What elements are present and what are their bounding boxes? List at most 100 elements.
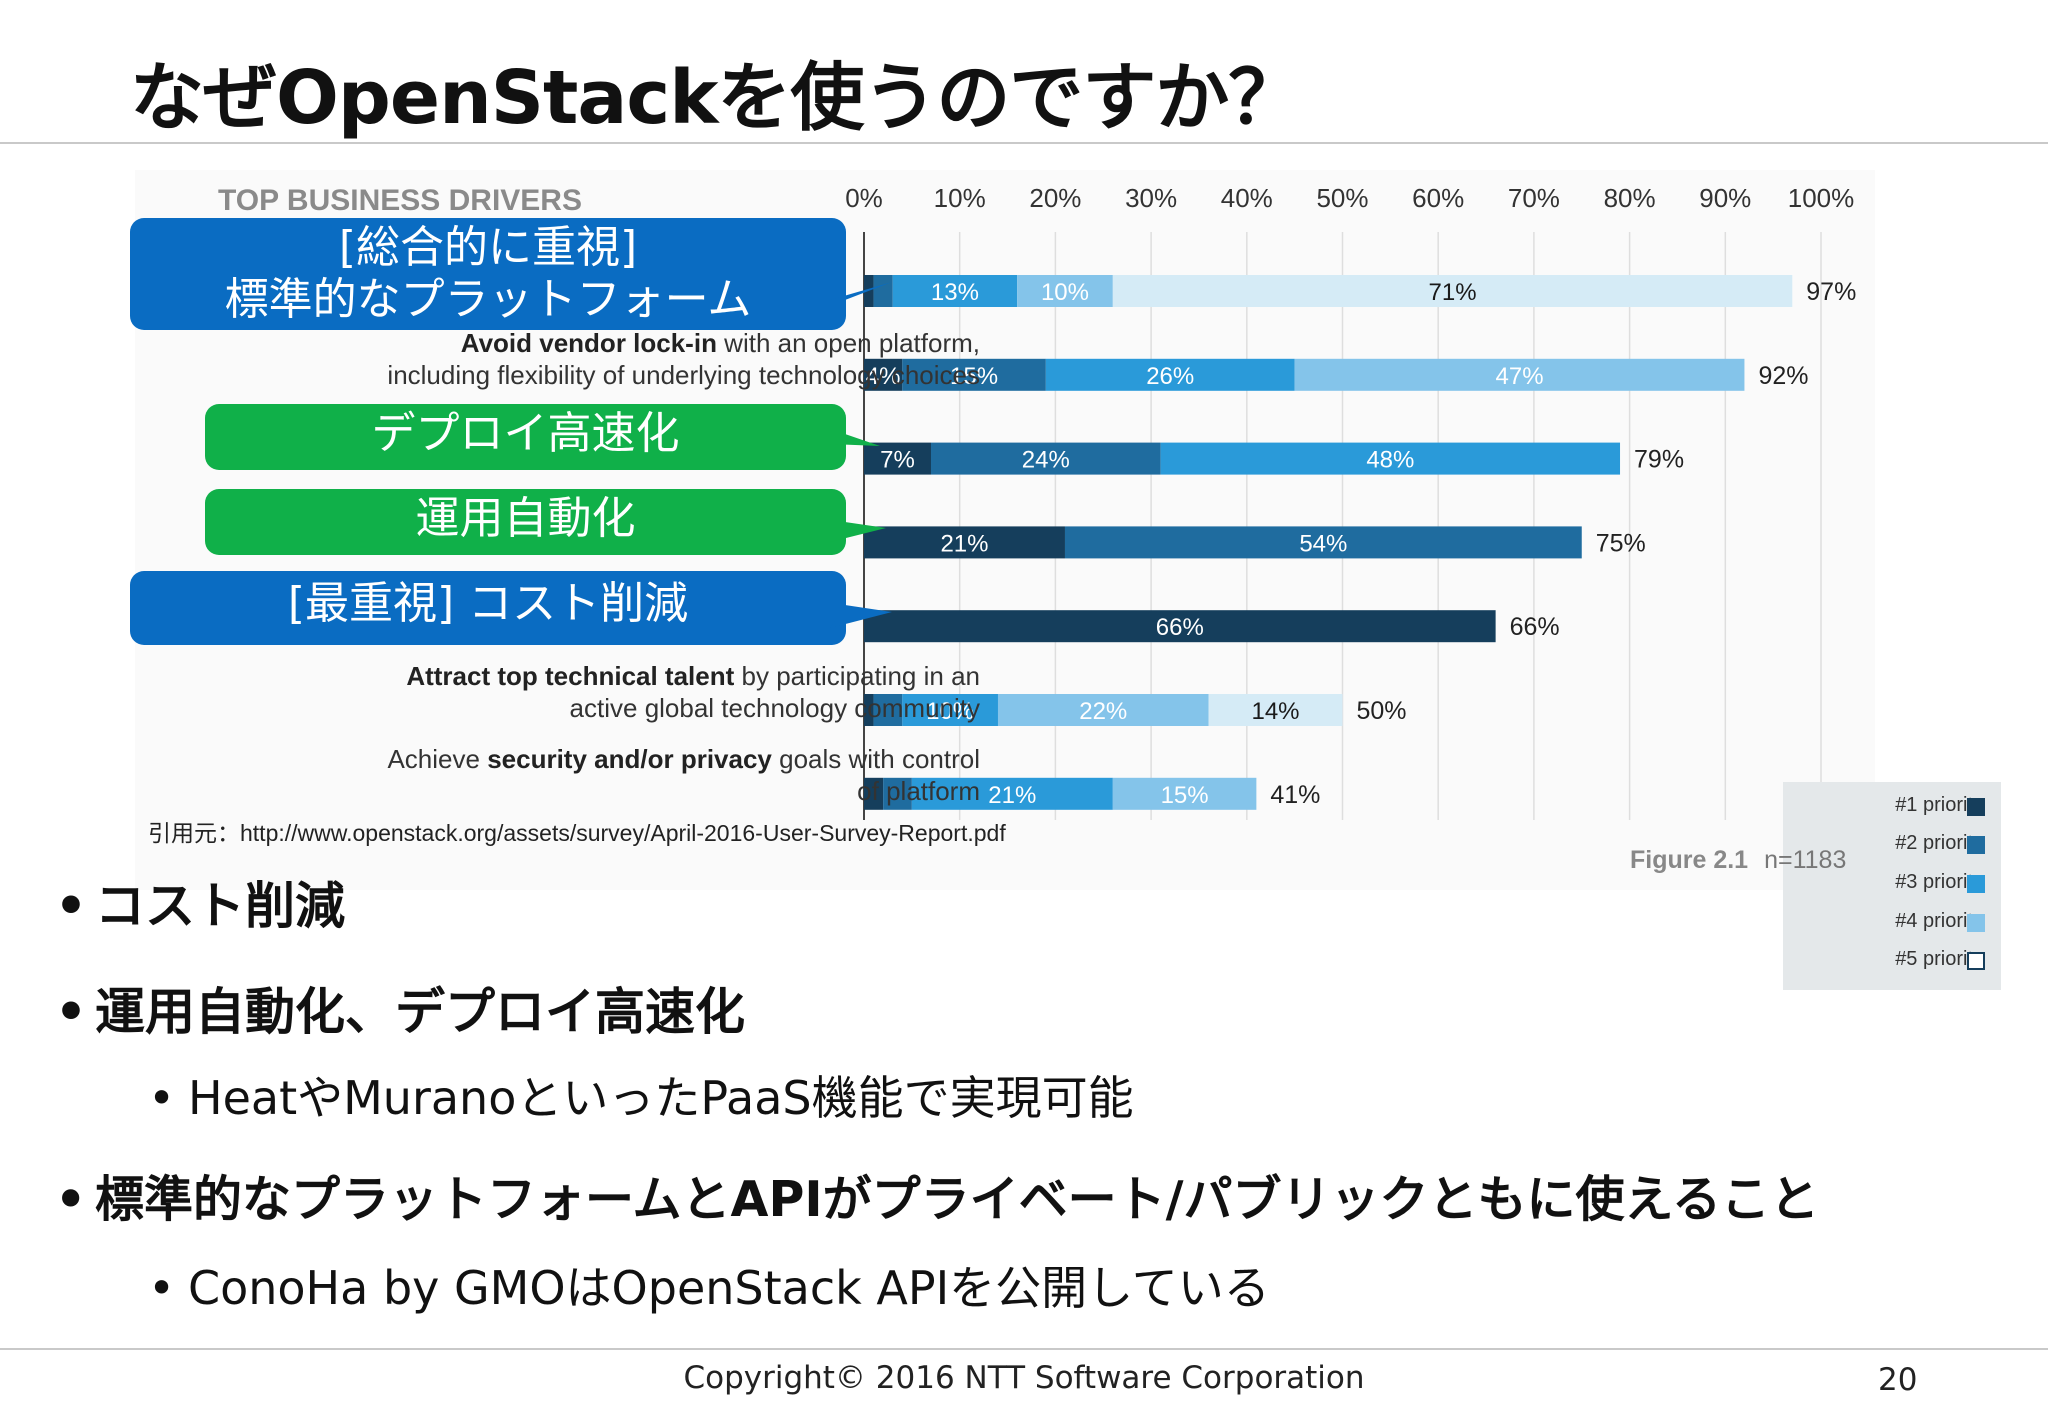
bullet-text: HeatやMuranoといったPaaS機能で実現可能 xyxy=(188,1071,1134,1125)
page-number: 20 xyxy=(1878,1362,1918,1398)
legend-item-p2: #2 priority xyxy=(1783,832,1985,855)
x-tick-label: 100% xyxy=(1788,183,1855,213)
bullet-dot: • xyxy=(148,1261,176,1315)
bullet-text: ConoHa by GMOはOpenStack APIを公開している xyxy=(188,1261,1270,1315)
bar-segment xyxy=(873,275,893,307)
driver-label-talent: Attract top technical talent by particip… xyxy=(406,660,980,724)
driver-label-text: of platform xyxy=(857,776,980,806)
driver-label-security: Achieve security and/or privacy goals wi… xyxy=(387,743,980,807)
legend-swatch xyxy=(1967,914,1985,932)
bar-data-label: 71% xyxy=(1429,279,1477,306)
bullet-dot: • xyxy=(55,877,87,935)
bar-segment xyxy=(997,694,1209,726)
footer-copyright: Copyright© 2016 NTT Software Corporation xyxy=(683,1360,1365,1396)
bar-segment xyxy=(902,694,998,726)
bar-segment xyxy=(864,694,874,726)
driver-label-text: Achieve xyxy=(387,744,488,774)
chart-legend: #1 priority #2 priority #3 priority #4 p… xyxy=(1783,782,2001,990)
bar-data-label: 10% xyxy=(1041,279,1089,306)
footer-divider xyxy=(0,1348,2048,1350)
legend-item-p4: #4 priority xyxy=(1783,910,1985,933)
x-tick-label: 80% xyxy=(1604,183,1656,213)
bar-data-label: 48% xyxy=(1366,447,1414,474)
bar-total-label: 79% xyxy=(1634,446,1684,474)
bar-segment xyxy=(1017,275,1113,307)
bullet-text: 標準的なプラットフォームとAPIがプライベート/パブリックともに使えること xyxy=(95,1171,1820,1228)
chart-area: TOP BUSINESS DRIVERS 0% 10% 20% 30% 40% 50% 60%… xyxy=(135,170,2001,990)
bar-data-label: 15% xyxy=(950,363,998,390)
bar-segment xyxy=(1045,358,1295,391)
bar-segment xyxy=(864,777,884,810)
bar-data-label: 47% xyxy=(1496,363,1544,390)
chart-title: TOP BUSINESS DRIVERS xyxy=(218,184,582,217)
callout-text: [総合的に重視] xyxy=(338,222,638,273)
legend-label: #3 priority xyxy=(1895,871,1983,893)
legend-item-p3: #3 priority xyxy=(1783,871,1985,894)
legend-label: #5 priority xyxy=(1895,948,1983,970)
driver-label-text: active global technology community xyxy=(569,693,980,723)
callout-automation: 運用自動化 xyxy=(205,489,846,555)
page-title: なぜOpenStackを使うのですか？ xyxy=(130,55,1302,141)
bar-segment xyxy=(1294,358,1745,391)
legend-label: #2 priority xyxy=(1895,832,1983,854)
callout-text: 標準的なプラットフォーム xyxy=(224,274,752,325)
callout-text: [最重視] コスト削減 xyxy=(287,578,689,629)
bar-data-label: 24% xyxy=(1022,447,1070,474)
legend-swatch xyxy=(1967,836,1985,854)
bullet-standard-api: • 標準的なプラットフォームとAPIがプライベート/パブリックともに使えること xyxy=(55,1160,1819,1231)
bar-data-label: 66% xyxy=(1156,614,1204,641)
x-tick-label: 10% xyxy=(934,183,986,213)
x-tick-label: 50% xyxy=(1316,183,1368,213)
bar-data-label: 21% xyxy=(988,782,1036,809)
x-tick-label: 90% xyxy=(1699,183,1751,213)
bullet-text: 運用自動化、デプロイ高速化 xyxy=(95,983,745,1041)
bar-total-label: 50% xyxy=(1357,697,1407,725)
x-tick-label: 60% xyxy=(1412,183,1464,213)
bar-segment xyxy=(883,777,912,810)
bar-data-label: 13% xyxy=(931,279,979,306)
callout-pointer-cost xyxy=(830,605,892,628)
legend-swatch xyxy=(1967,952,1985,970)
callout-pointer-automation xyxy=(830,522,886,542)
driver-label-bold: security and/or privacy xyxy=(487,744,772,774)
bar-segment xyxy=(930,442,1161,475)
x-tick-label: 30% xyxy=(1125,183,1177,213)
bar-segment xyxy=(864,275,874,307)
legend-label: #1 priority xyxy=(1895,794,1983,816)
bar-segment xyxy=(864,442,931,475)
bar-segment xyxy=(892,275,1018,307)
bar-segment xyxy=(1160,442,1621,475)
bar-segment xyxy=(1064,526,1582,559)
title-divider xyxy=(0,142,2048,144)
bar-segment xyxy=(864,610,1496,643)
figure-n: n=1183 xyxy=(1764,846,1847,874)
driver-label-text: by participating in an xyxy=(734,661,981,691)
callout-cost: [最重視] コスト削減 xyxy=(130,571,846,645)
bar-total-label: 92% xyxy=(1758,362,1808,390)
driver-label-bold: Attract top technical talent xyxy=(406,661,735,691)
bar-segment xyxy=(864,526,1065,559)
callout-pointer-standard xyxy=(830,282,892,300)
bar-segment xyxy=(911,777,1113,810)
bar-data-label: 22% xyxy=(1079,698,1127,725)
bar-data-label: 15% xyxy=(1161,782,1209,809)
x-tick-label: 40% xyxy=(1221,183,1273,213)
bar-data-label: 26% xyxy=(1146,363,1194,390)
source-citation: 引用元：http://www.openstack.org/assets/surv… xyxy=(148,820,1006,846)
legend-swatch xyxy=(1967,798,1985,816)
callout-deploy-speed: デプロイ高速化 xyxy=(205,404,846,470)
driver-label-text: goals with control xyxy=(771,744,980,774)
callout-standard-platform: [総合的に重視] 標準的なプラットフォーム xyxy=(130,218,846,330)
callout-text: 運用自動化 xyxy=(415,493,636,544)
bullet-dot: • xyxy=(55,983,87,1041)
bullet-cost: • コスト削減 xyxy=(55,866,345,938)
bar-segment xyxy=(1208,694,1343,726)
figure-label: Figure 2.1 xyxy=(1630,846,1749,874)
x-tick-label: 70% xyxy=(1508,183,1560,213)
bar-total-label: 41% xyxy=(1270,781,1320,809)
legend-label: #4 priority xyxy=(1895,910,1983,932)
legend-item-p5: #5 priority xyxy=(1783,948,1985,971)
bar-segment xyxy=(902,358,1046,391)
bar-data-label: 21% xyxy=(940,530,988,557)
